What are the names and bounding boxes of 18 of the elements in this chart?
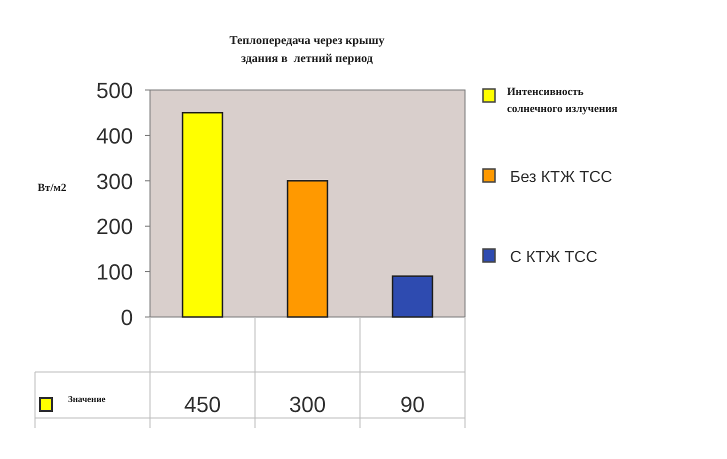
y-tick-label: 400 [96, 123, 133, 148]
data-label: 450 [184, 392, 221, 417]
text: С КТЖ ТСС [510, 249, 598, 266]
y-axis-title: Вт/м2 [38, 182, 67, 194]
y-tick-label: 500 [96, 78, 133, 103]
bar [182, 112, 224, 318]
text: Без КТЖ ТСС [510, 169, 612, 186]
text: Интенсивность солнечного излучения [507, 86, 618, 115]
data-label: 90 [400, 392, 425, 417]
y-tick-label: 300 [96, 168, 133, 194]
legend-label: Значение [68, 394, 106, 404]
y-tick-label: 0 [120, 305, 133, 330]
y-tick-label: 200 [96, 214, 133, 240]
chart-title: Теплопередача через крышу здания в летний период [230, 33, 384, 65]
data-label: 300 [289, 392, 326, 417]
bar [392, 275, 434, 318]
y-tick-label: 100 [96, 260, 133, 285]
bar [286, 180, 328, 318]
